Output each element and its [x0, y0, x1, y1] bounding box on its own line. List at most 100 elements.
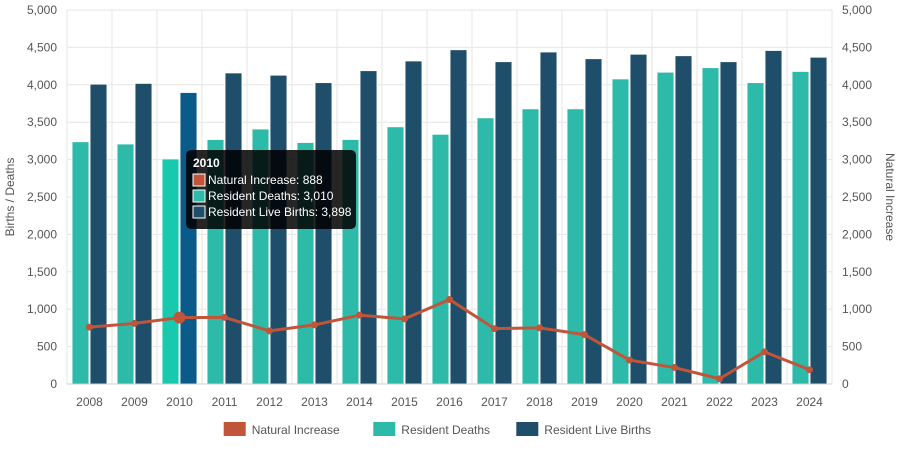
- y-tick-label-left: 4,000: [27, 78, 57, 92]
- resident-deaths-bar: [386, 126, 405, 385]
- resident-live-births-bar: [449, 49, 468, 385]
- natural-increase-point: [311, 321, 318, 329]
- x-tick-label: 2008: [76, 395, 103, 409]
- y-tick-label-right: 4,500: [842, 40, 872, 54]
- resident-live-births-bar: [674, 55, 693, 385]
- y-tick-label-left: 0: [50, 377, 57, 391]
- y-tick-label-right: 5,000: [842, 3, 872, 17]
- x-tick-label: 2019: [571, 395, 598, 409]
- resident-deaths-bar: [566, 108, 585, 385]
- resident-deaths-bar: [116, 143, 135, 385]
- y-tick-label-left: 500: [37, 340, 57, 354]
- legend-swatch-natural-increase: [223, 422, 246, 436]
- tooltip-title: 2010: [193, 156, 220, 170]
- resident-deaths-bar: [476, 117, 495, 385]
- resident-deaths-bar: [791, 70, 810, 385]
- x-tick-label: 2012: [256, 395, 283, 409]
- natural-increase-point: [626, 356, 633, 364]
- x-tick-label: 2017: [481, 395, 508, 409]
- legend-label-resident-live-births: Resident Live Births: [544, 423, 651, 437]
- resident-deaths-bar: [161, 158, 180, 385]
- natural-increase-point: [401, 315, 408, 323]
- natural-increase-point: [446, 295, 453, 303]
- natural-increase-point: [356, 311, 363, 319]
- y-tick-label-left: 5,000: [27, 3, 57, 17]
- natural-increase-point: [806, 366, 813, 374]
- natural-increase-point: [173, 311, 186, 324]
- bars: [71, 49, 828, 385]
- resident-deaths-bar: [611, 78, 630, 385]
- x-tick-label: 2011: [212, 395, 238, 409]
- natural-increase-point: [266, 327, 273, 335]
- resident-live-births-bar: [809, 56, 828, 385]
- natural-increase-point: [221, 313, 228, 321]
- natural-increase-point: [536, 324, 543, 332]
- resident-live-births-bar: [314, 82, 333, 385]
- y-axis-title-left: Births / Deaths: [3, 158, 17, 237]
- y-tick-label-left: 2,500: [27, 190, 57, 204]
- resident-live-births-bar: [89, 83, 108, 385]
- legend-label-resident-deaths: Resident Deaths: [401, 423, 490, 437]
- y-axis-title-right: Natural Increase: [883, 153, 897, 241]
- x-tick-label: 2024: [796, 395, 823, 409]
- natural-increase-point: [581, 331, 588, 339]
- legend-swatch-resident-deaths: [373, 422, 396, 436]
- tooltip-line: Resident Deaths: 3,010: [208, 189, 334, 203]
- natural-increase-line-group: [86, 295, 813, 383]
- resident-deaths-bar: [521, 108, 540, 385]
- resident-live-births-bar: [134, 82, 153, 385]
- y-tick-label-left: 1,000: [27, 302, 57, 316]
- x-tick-label: 2010: [166, 395, 193, 409]
- resident-live-births-bar: [269, 74, 288, 385]
- y-tick-label-right: 2,000: [842, 227, 872, 241]
- natural-increase-point: [86, 323, 93, 331]
- x-tick-label: 2014: [346, 395, 373, 409]
- y-tick-label-left: 4,500: [27, 40, 57, 54]
- y-tick-label-right: 4,000: [842, 78, 872, 92]
- x-tick-label: 2023: [751, 395, 778, 409]
- y-tick-label-left: 1,500: [27, 265, 57, 279]
- x-tick-label: 2020: [616, 395, 643, 409]
- tooltip: 2010 Natural Increase: 888 Resident Deaths…: [186, 150, 356, 229]
- y-tick-label-right: 2,500: [842, 190, 872, 204]
- resident-live-births-bar: [359, 70, 378, 385]
- legend-label-natural-increase: Natural Increase: [252, 423, 340, 437]
- natural-increase-point: [716, 375, 723, 383]
- y-tick-label-right: 0: [842, 377, 849, 391]
- tooltip-swatch: [192, 189, 206, 203]
- x-tick-label: 2009: [121, 395, 148, 409]
- legend-swatch-resident-live-births: [516, 422, 539, 436]
- resident-live-births-bar: [179, 91, 198, 385]
- tooltip-box: [186, 150, 356, 229]
- legend: Natural Increase Resident Deaths Resident …: [223, 422, 651, 437]
- x-tick-label: 2022: [706, 395, 733, 409]
- tooltip-swatch: [192, 173, 206, 187]
- resident-live-births-bar: [404, 60, 423, 385]
- tooltip-line: Resident Live Births: 3,898: [208, 205, 352, 219]
- x-tick-label: 2018: [526, 395, 553, 409]
- resident-live-births-bar: [764, 49, 783, 385]
- resident-deaths-bar: [431, 133, 450, 385]
- y-tick-label-left: 3,500: [27, 115, 57, 129]
- x-tick-label: 2021: [661, 395, 688, 409]
- y-tick-label-left: 2,000: [27, 227, 57, 241]
- resident-live-births-bar: [719, 61, 738, 385]
- resident-deaths-bar: [746, 82, 765, 385]
- y-tick-label-right: 1,500: [842, 265, 872, 279]
- natural-increase-point: [671, 364, 678, 372]
- resident-deaths-bar: [701, 67, 720, 385]
- natural-increase-point: [131, 319, 138, 327]
- resident-deaths-bar: [71, 141, 90, 385]
- y-tick-label-right: 3,500: [842, 115, 872, 129]
- resident-live-births-bar: [539, 51, 558, 385]
- axes: 0 500 1,000 1,500 2,000 2,500 3,000 3,500 4,000 4…: [27, 3, 872, 409]
- y-tick-label-right: 1,000: [842, 302, 872, 316]
- x-tick-label: 2016: [436, 395, 463, 409]
- y-tick-label-right: 500: [842, 340, 862, 354]
- y-tick-label-left: 3,000: [27, 153, 57, 167]
- x-tick-label: 2015: [391, 395, 418, 409]
- x-tick-label: 2013: [301, 395, 328, 409]
- y-tick-label-right: 3,000: [842, 153, 872, 167]
- resident-deaths-bar: [656, 71, 675, 385]
